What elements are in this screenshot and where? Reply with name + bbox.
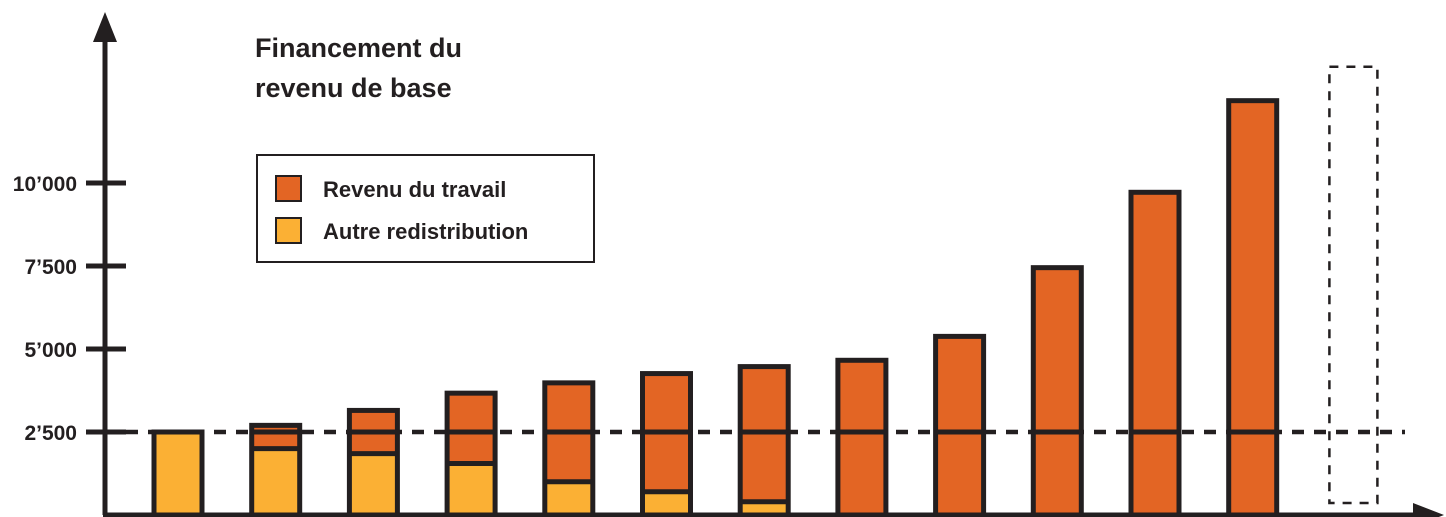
legend-label-autre-redistribution: Autre redistribution	[323, 219, 528, 244]
placeholder-bar	[1328, 65, 1379, 505]
bars	[151, 65, 1379, 517]
bar-outline	[542, 380, 596, 517]
bar-segment-autre-redistribution	[154, 432, 202, 515]
chart-title-line-1: Financement du	[255, 33, 462, 63]
bar-segment-autre-redistribution	[447, 463, 496, 515]
bar-segment-autre-redistribution	[544, 481, 593, 515]
chart-title-line-2: revenu de base	[255, 73, 452, 103]
bar-segment-revenu-du-travail	[251, 425, 300, 449]
bar-segment-revenu-du-travail	[837, 360, 886, 515]
legend-swatch-revenu-du-travail	[275, 175, 302, 202]
bar-10	[1030, 265, 1084, 517]
bar-8	[835, 357, 889, 517]
bar-outline	[737, 364, 791, 517]
legend-swatch-autre-redistribution	[275, 217, 302, 244]
bar-segment-autre-redistribution	[251, 448, 300, 515]
bar-4	[444, 390, 498, 517]
bar-outline	[1128, 189, 1182, 517]
bar-outline	[444, 390, 498, 517]
bar-outline	[1226, 98, 1280, 517]
bar-segment-revenu-du-travail	[447, 393, 496, 464]
x-axis-arrow	[1413, 503, 1444, 517]
bar-6	[640, 371, 693, 517]
bar-segment-autre-redistribution	[642, 491, 691, 515]
legend-label-revenu-du-travail: Revenu du travail	[323, 177, 506, 202]
bar-segment-revenu-du-travail	[1131, 192, 1179, 515]
legend: Revenu du travail Autre redistribution	[256, 154, 595, 263]
bar-segment-autre-redistribution	[740, 501, 789, 515]
bar-1	[151, 429, 205, 517]
bar-outline	[1030, 265, 1084, 517]
y-tick-label: 7’500	[24, 256, 77, 279]
bar-outline	[835, 357, 889, 517]
bar-segment-revenu-du-travail	[1033, 267, 1082, 515]
bar-2	[249, 422, 303, 517]
bar-segment-revenu-du-travail	[935, 336, 984, 515]
y-axis-arrow	[93, 12, 117, 42]
bar-7	[737, 364, 791, 517]
y-tick-label: 10’000	[13, 173, 77, 196]
bar-outline	[346, 407, 400, 517]
y-tick-label: 2’500	[24, 422, 77, 445]
bar-12	[1226, 98, 1280, 517]
bar-outline	[933, 333, 987, 517]
bar-5	[542, 380, 596, 517]
bar-segment-autre-redistribution	[349, 453, 398, 515]
bar-outline	[640, 371, 693, 517]
bar-segment-revenu-du-travail	[1228, 100, 1277, 515]
bar-outline	[249, 422, 303, 517]
bar-3	[346, 407, 400, 517]
legend-box	[256, 154, 595, 263]
bar-9	[933, 333, 987, 517]
bar-11	[1128, 189, 1182, 517]
y-tick-label: 5’000	[24, 339, 77, 362]
y-ticks: 2’500 5’000 7’500 10’000	[13, 173, 126, 445]
